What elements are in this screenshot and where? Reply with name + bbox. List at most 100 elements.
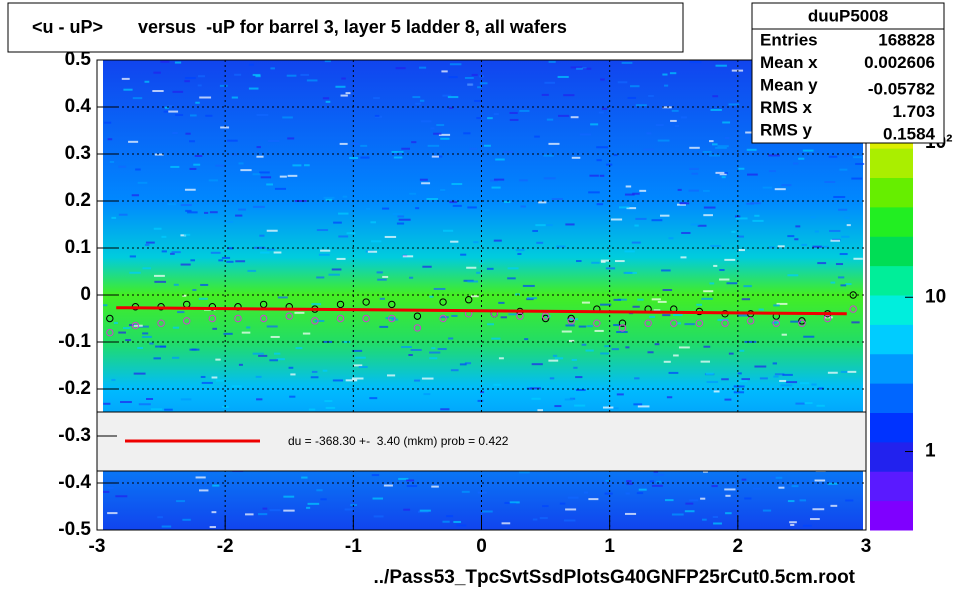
texture-cell	[221, 256, 231, 259]
x-tick-label: 0	[476, 536, 487, 557]
texture-cell	[452, 204, 462, 207]
texture-cell	[113, 322, 118, 325]
texture-cell	[578, 325, 587, 328]
texture-cell	[775, 476, 783, 479]
texture-cell	[702, 150, 712, 153]
texture-cell	[314, 319, 325, 322]
texture-cell	[586, 325, 593, 328]
texture-cell	[568, 339, 575, 342]
texture-cell	[600, 352, 610, 355]
texture-cell	[440, 316, 449, 319]
texture-cell	[477, 399, 484, 402]
texture-cell	[170, 165, 180, 168]
texture-cell	[397, 215, 405, 218]
texture-cell	[440, 137, 450, 140]
texture-cell	[818, 387, 824, 390]
texture-cell	[681, 231, 691, 234]
profile-point	[670, 319, 678, 327]
texture-cell	[456, 524, 467, 527]
texture-cell	[193, 163, 201, 166]
z-tick-label: 1	[925, 441, 936, 462]
texture-cell	[565, 508, 577, 511]
y-tick-label: -0.1	[58, 331, 91, 352]
texture-cell	[768, 154, 780, 157]
texture-cell	[840, 370, 849, 373]
texture-cell	[282, 116, 293, 119]
color-bar-cell	[870, 236, 913, 267]
texture-cell	[340, 94, 348, 97]
texture-cell	[851, 321, 860, 324]
texture-cell	[845, 499, 854, 502]
texture-cell	[449, 63, 462, 66]
texture-cell	[393, 156, 403, 159]
texture-cell	[185, 209, 192, 212]
stats-label: RMS x	[760, 98, 813, 117]
texture-cell	[373, 515, 384, 518]
texture-cell	[703, 206, 716, 209]
profile-point	[336, 314, 345, 323]
texture-cell	[138, 325, 149, 328]
texture-cell	[571, 156, 581, 159]
texture-cell	[654, 343, 660, 346]
texture-cell	[448, 337, 454, 340]
profile-point	[849, 291, 857, 299]
texture-cell	[801, 243, 808, 246]
texture-cell	[744, 497, 752, 500]
texture-cell	[438, 133, 451, 136]
texture-cell	[601, 107, 608, 110]
texture-cell	[781, 333, 787, 336]
texture-cell	[789, 521, 797, 524]
texture-cell	[713, 522, 722, 525]
texture-cell	[211, 376, 218, 379]
texture-cell	[581, 343, 587, 346]
texture-cell	[643, 148, 654, 151]
texture-cell	[377, 278, 387, 281]
texture-cell	[283, 509, 295, 512]
texture-cell	[227, 139, 238, 142]
y-tick-label: -0.5	[58, 519, 91, 540]
texture-cell	[463, 132, 471, 135]
texture-cell	[125, 339, 132, 342]
profile-point	[362, 298, 370, 306]
profile-point	[208, 314, 217, 323]
texture-cell	[735, 217, 748, 220]
texture-cell	[367, 250, 378, 253]
texture-cell	[270, 67, 275, 70]
z-tick-label: 10	[925, 286, 946, 307]
texture-cell	[325, 406, 336, 409]
texture-cell	[354, 356, 366, 359]
texture-cell	[728, 352, 734, 355]
texture-cell	[845, 283, 852, 286]
profile-point	[567, 317, 575, 325]
texture-cell	[493, 178, 505, 181]
texture-cell	[392, 213, 404, 216]
texture-cell	[235, 260, 246, 263]
texture-cell	[201, 381, 213, 384]
texture-cell	[419, 66, 427, 69]
texture-cell	[781, 184, 792, 187]
texture-cell	[267, 140, 280, 143]
texture-cell	[323, 196, 335, 199]
texture-cell	[537, 409, 543, 412]
texture-cell	[810, 216, 816, 219]
texture-cell	[192, 288, 197, 291]
texture-cell	[316, 229, 329, 232]
texture-cell	[433, 287, 446, 290]
texture-cell	[190, 114, 197, 117]
texture-cell	[724, 258, 736, 261]
texture-cell	[557, 75, 569, 78]
texture-cell	[370, 240, 382, 243]
texture-cell	[474, 99, 482, 102]
texture-cell	[376, 271, 383, 274]
texture-cell	[706, 381, 719, 384]
texture-cell	[180, 263, 191, 266]
texture-cell	[835, 263, 844, 266]
texture-cell	[409, 276, 414, 279]
texture-cell	[651, 219, 663, 222]
texture-cell	[752, 487, 762, 490]
texture-cell	[837, 276, 845, 279]
texture-cell	[459, 363, 467, 366]
texture-cell	[172, 356, 180, 359]
texture-cell	[816, 404, 825, 407]
texture-cell	[777, 245, 785, 248]
